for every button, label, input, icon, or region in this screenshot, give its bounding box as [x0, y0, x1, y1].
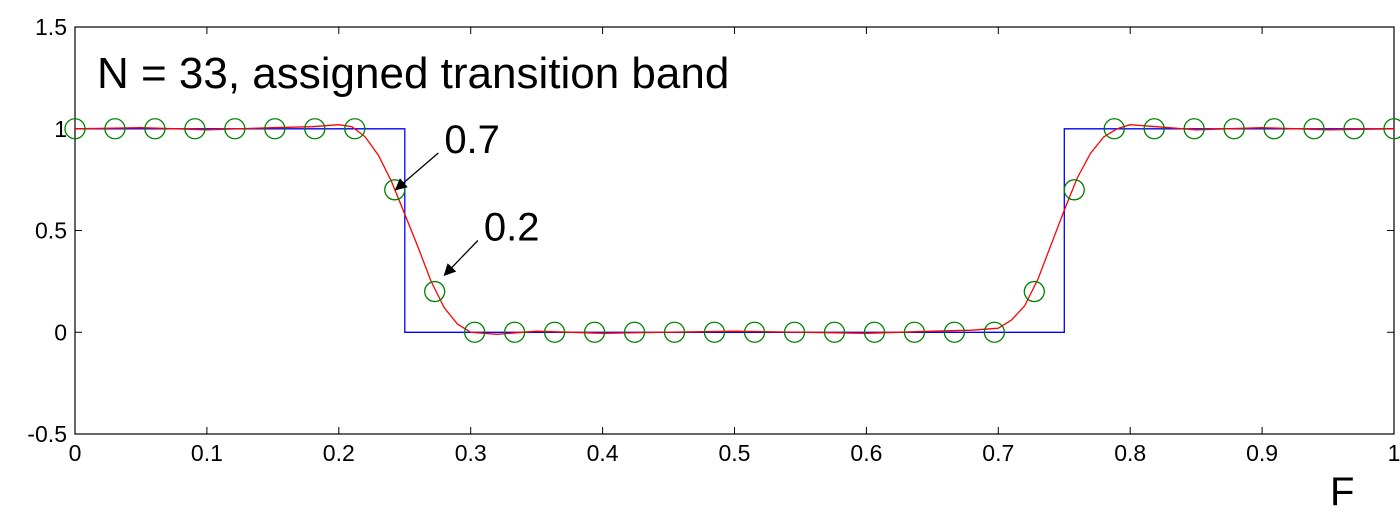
annotation-label-1: 0.2: [484, 206, 540, 250]
x-tick-label: 0.4: [587, 440, 619, 466]
x-tick-label: 0.1: [191, 440, 223, 466]
data-point-marker: [464, 321, 486, 343]
ticks: 0 0.1 0.2 0.3 0.4 0.5 0.6 0.7 0.8 0.9 1-0.500.511.…: [27, 14, 1400, 466]
data-point-marker: [503, 321, 526, 343]
x-tick-label: 0.3: [455, 440, 487, 466]
data-point-marker: [424, 280, 446, 303]
series-line-0: [75, 128, 1394, 333]
data-point-marker: [543, 321, 566, 343]
data-point-marker: [1263, 118, 1285, 140]
data-point-marker: [583, 321, 606, 343]
x-axis-label: F: [1330, 470, 1354, 514]
data-point-marker: [1383, 118, 1400, 140]
data-point-marker: [1063, 179, 1085, 201]
data-point-marker: [903, 321, 926, 343]
data-point-marker: [1223, 118, 1245, 140]
y-tick-label: 1: [54, 116, 67, 142]
y-tick-label: 0.5: [35, 218, 67, 244]
chart-title: N = 33, assigned transition band: [97, 49, 729, 98]
annotation-arrow-1: [443, 240, 479, 276]
data-point-marker: [1303, 118, 1325, 140]
data-point-marker: [823, 321, 846, 343]
series: [64, 118, 1400, 343]
y-tick-label: 1.5: [35, 14, 67, 40]
y-tick-label: -0.5: [27, 421, 67, 447]
data-point-marker: [783, 321, 806, 343]
data-point-marker: [264, 118, 286, 140]
annotations: 0.7 0.2: [394, 118, 540, 276]
y-tick-label: 0: [54, 319, 67, 345]
data-point-marker: [983, 321, 1005, 343]
series-line-1: [74, 124, 1395, 335]
data-point-marker: [623, 321, 646, 343]
x-tick-label: 0.7: [982, 440, 1014, 466]
data-point-marker: [344, 118, 366, 140]
data-point-marker: [663, 321, 686, 343]
annotation-arrow-0: [394, 152, 439, 191]
data-point-marker: [703, 321, 726, 343]
data-point-marker: [1343, 118, 1365, 140]
x-tick-label: 0: [69, 440, 82, 466]
annotation-label-0: 0.7: [444, 118, 500, 162]
x-tick-label: 0.5: [719, 440, 751, 466]
plot-area: [74, 26, 1395, 435]
x-tick-label: 0.6: [850, 440, 882, 466]
data-point-marker: [104, 118, 126, 140]
data-point-marker: [1103, 118, 1125, 140]
x-tick-label: 1: [1388, 440, 1400, 466]
x-tick-label: 0.9: [1246, 440, 1278, 466]
data-point-marker: [943, 321, 966, 343]
data-point-marker: [64, 118, 86, 140]
data-point-marker: [1023, 280, 1045, 303]
x-tick-label: 0.8: [1114, 440, 1146, 466]
data-point-marker: [224, 118, 246, 140]
data-point-marker: [863, 321, 886, 343]
data-point-marker: [304, 118, 326, 140]
data-point-marker: [144, 118, 166, 140]
data-point-marker: [743, 321, 766, 343]
x-tick-label: 0.2: [323, 440, 355, 466]
data-point-marker: [184, 118, 206, 140]
data-point-marker: [1183, 118, 1205, 140]
data-point-marker: [1143, 118, 1165, 140]
